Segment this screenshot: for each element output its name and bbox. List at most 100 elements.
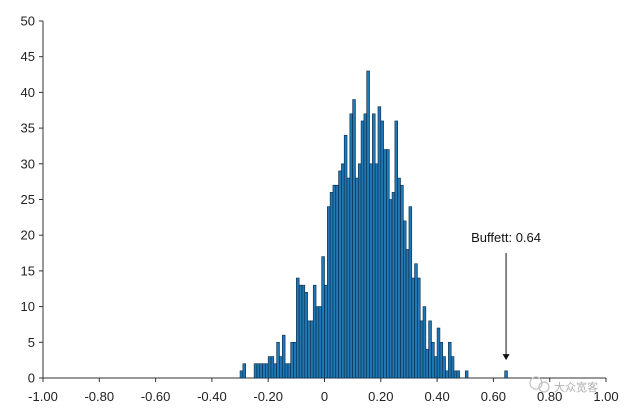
histogram-bar <box>304 292 308 379</box>
y-tick-label: 0 <box>28 371 35 386</box>
annotation-label: Buffett: 0.64 <box>471 230 541 245</box>
y-tick-label: 40 <box>21 85 35 100</box>
histogram-bar <box>281 334 286 379</box>
x-tick-label: -0.80 <box>84 389 114 404</box>
histogram-bar <box>349 113 353 379</box>
histogram-bar <box>298 284 303 379</box>
histogram-bar <box>338 170 342 379</box>
histogram-bar <box>372 113 376 379</box>
histogram-bar <box>256 363 261 379</box>
histogram-bar <box>346 177 351 379</box>
histogram-bar <box>343 134 348 379</box>
y-tick-label: 5 <box>28 335 35 350</box>
wechat-icon <box>529 376 550 393</box>
histogram-bar <box>377 106 382 379</box>
y-tick-label: 10 <box>21 299 35 314</box>
histogram-bar <box>279 356 283 379</box>
histogram-bar <box>293 341 297 379</box>
histogram-bar <box>453 370 458 379</box>
histogram-bar <box>383 149 387 379</box>
histogram-bar <box>366 70 370 379</box>
histogram-bar <box>327 206 331 379</box>
histogram-bar <box>388 199 393 379</box>
histogram-bar <box>403 220 407 379</box>
y-tick-label: 30 <box>21 156 35 171</box>
x-tick-label: -1.00 <box>28 389 58 404</box>
histogram-bar <box>414 263 418 379</box>
x-tick-label: 0.80 <box>537 389 562 404</box>
histogram-bar <box>397 177 401 379</box>
histogram-bar <box>267 356 272 379</box>
histogram-bar <box>504 370 508 379</box>
histogram-bar <box>400 184 404 379</box>
histogram-bar <box>386 149 390 379</box>
histogram-bar <box>445 370 449 379</box>
y-tick-label: 45 <box>21 49 35 64</box>
histogram-bar <box>301 284 306 379</box>
histogram-bar <box>464 370 469 379</box>
annotation-layer: Buffett: 0.64 <box>471 230 541 361</box>
histogram-bar <box>417 277 421 379</box>
histogram-bar <box>324 284 328 379</box>
histogram-bar <box>355 177 359 379</box>
watermark-text: 大众宽客 <box>554 380 598 394</box>
x-tick-label: 0.20 <box>368 389 393 404</box>
histogram-bar <box>296 277 300 379</box>
histogram-bar <box>259 363 263 379</box>
histogram-bar <box>270 356 275 379</box>
y-tick-label: 20 <box>21 228 35 243</box>
histogram-bar <box>357 163 362 379</box>
histogram-bar <box>310 320 314 379</box>
histogram-bar <box>380 120 384 379</box>
histogram-bar <box>425 349 429 379</box>
y-tick-label: 15 <box>21 263 35 278</box>
y-tick-label: 35 <box>21 121 35 136</box>
axis-layer: 0 5 10 15 20 25 30 35 40 45 50 -1.00 -0.80 -0.60 -0.40… <box>21 14 619 405</box>
histogram-bar <box>394 120 398 379</box>
histogram-bar <box>439 341 444 379</box>
histogram-bar <box>428 320 432 379</box>
histogram-bar <box>408 206 413 379</box>
x-tick-label: 1.00 <box>593 389 618 404</box>
histogram-bar <box>318 306 322 379</box>
histogram-bar <box>273 363 277 379</box>
histogram-bar <box>253 363 258 379</box>
histogram-bar <box>391 192 396 379</box>
histogram-bar <box>352 99 356 379</box>
x-tick-label: -0.20 <box>253 389 283 404</box>
histogram-bar <box>360 120 365 379</box>
histogram-bar <box>431 341 435 379</box>
y-tick-label: 25 <box>21 192 35 207</box>
x-tick-label: 0 <box>321 389 328 404</box>
histogram-bar <box>321 256 325 379</box>
x-tick-label: 0.60 <box>481 389 506 404</box>
x-tick-label: -0.40 <box>197 389 227 404</box>
histogram-bar <box>436 327 441 379</box>
histogram-bar <box>329 192 334 379</box>
histogram-bar <box>419 320 424 379</box>
histogram-bar <box>433 356 438 379</box>
histogram-bar <box>405 249 410 379</box>
histogram-bar <box>262 363 266 379</box>
histogram-bar <box>315 306 320 379</box>
histogram-bar <box>287 363 292 379</box>
histogram-bar <box>442 356 446 379</box>
x-tick-label: -0.60 <box>141 389 171 404</box>
histogram-bar <box>332 184 337 379</box>
histogram-bar <box>239 370 244 379</box>
histogram-bar <box>265 363 269 379</box>
histogram-bar <box>448 341 452 379</box>
histogram-bar <box>411 277 415 379</box>
histogram-bar <box>312 284 317 379</box>
annotation-arrow-head <box>502 354 510 361</box>
bars-layer <box>239 70 508 379</box>
histogram-bar <box>284 363 289 379</box>
histogram-bar <box>242 363 246 379</box>
histogram-bar <box>369 163 373 379</box>
histogram-bar <box>290 341 294 379</box>
x-tick-label: 0.40 <box>424 389 449 404</box>
histogram-bar <box>335 184 339 379</box>
histogram-bar <box>456 370 460 379</box>
histogram-bar <box>276 341 280 379</box>
